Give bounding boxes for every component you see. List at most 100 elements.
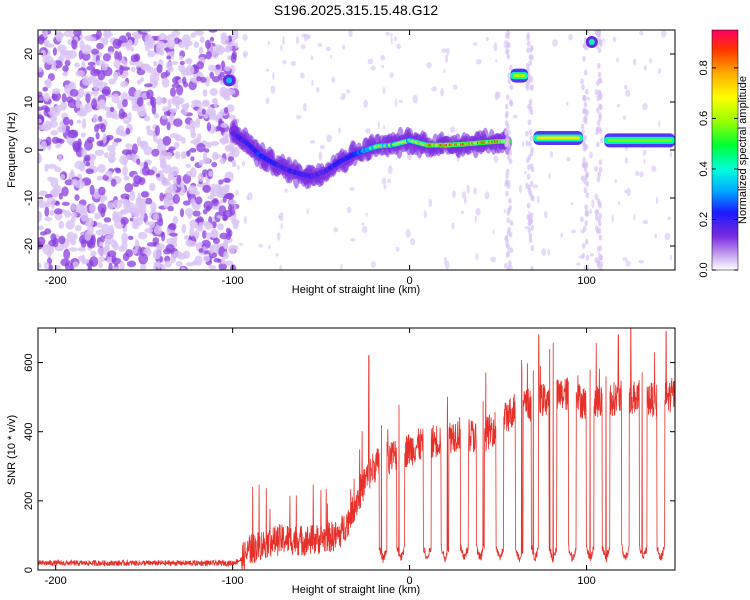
spectrogram-noise-blob: [220, 35, 230, 45]
spectrogram-streak: [598, 166, 603, 173]
spectrogram-noise-blob: [120, 216, 129, 225]
spectrogram-noise-blob: [86, 65, 95, 71]
spectrogram-noise-blob: [218, 262, 227, 270]
spectrogram-noise-blob: [339, 96, 346, 101]
spectrogram-noise-blob: [669, 152, 673, 158]
spectrogram-noise-blob: [235, 43, 239, 49]
spectrogram-noise-blob: [209, 71, 215, 79]
spectrogram-noise-blob: [625, 260, 631, 267]
spectrogram-noise-blob: [161, 181, 171, 186]
spectrogram-noise-blob: [111, 141, 119, 147]
spectrogram-noise-blob: [643, 64, 648, 71]
spectrogram-noise-blob: [654, 233, 658, 239]
spectrogram-noise-blob: [224, 106, 229, 114]
spectrogram-noise-blob: [113, 138, 123, 143]
spectrogram-noise-blob: [236, 164, 240, 170]
spectrogram-noise-blob: [40, 231, 47, 236]
spectrogram-noise-blob: [202, 220, 210, 227]
spectrogram-streak: [596, 95, 600, 101]
spectrogram-streak: [581, 242, 586, 249]
spectrogram-streak: [583, 69, 588, 76]
spectrogram-noise-blob: [101, 223, 110, 235]
spectrogram-noise-blob: [614, 179, 618, 183]
spectrogram-noise-blob: [326, 134, 333, 143]
spectrogram-noise-blob: [658, 120, 661, 128]
spectrogram-noise-blob: [442, 69, 446, 73]
spectrogram-noise-blob: [233, 84, 239, 90]
spectrogram-noise-blob: [164, 260, 172, 268]
spectrogram-noise-blob: [201, 100, 211, 108]
colorbar-gradient: [712, 30, 738, 270]
spectrogram-noise-blob: [365, 128, 371, 134]
spectrogram-noise-blob: [493, 155, 499, 163]
spectrogram-noise-blob: [209, 88, 218, 96]
spectrogram-streak: [527, 227, 532, 234]
spectrogram-noise-blob: [340, 263, 343, 270]
spectrogram-noise-blob: [232, 30, 239, 40]
spectrogram-noise-blob: [144, 221, 151, 226]
spectrogram-streak: [581, 252, 585, 259]
spectrogram-noise-blob: [102, 133, 107, 144]
spectrogram-noise-blob: [208, 64, 217, 72]
spectrogram-noise-blob: [338, 127, 341, 134]
spectrogram-noise-blob: [144, 197, 153, 205]
spectrogram-noise-blob: [215, 45, 225, 55]
spectrogram-noise-blob: [381, 64, 385, 69]
y-tick-label: 0: [23, 567, 35, 573]
spectrogram-noise-blob: [96, 140, 104, 147]
colorbar: 0.0 0.2 0.4 0.6 0.8 Normalized spectral ampl…: [698, 29, 749, 278]
spectrogram-noise-blob: [625, 89, 631, 98]
spectrogram-noise-blob: [156, 138, 165, 145]
spectrogram-noise-blob: [64, 59, 71, 67]
spectrogram-noise-blob: [225, 192, 235, 200]
spectrogram-noise-blob: [143, 161, 148, 169]
spectrogram-noise-blob: [39, 196, 43, 204]
spectrogram-noise-blob: [63, 248, 71, 260]
spectrogram-noise-blob: [96, 42, 104, 50]
spectrogram-streak: [598, 245, 603, 252]
spectrogram-noise-blob: [102, 106, 111, 111]
spectrogram-noise-blob: [176, 174, 182, 185]
spectrogram-noise-blob: [238, 242, 244, 246]
spectrogram-noise-blob: [96, 30, 102, 40]
spectrogram-noise-blob: [127, 235, 134, 240]
spectrogram-y-axis: -20 -10 0 10 20: [23, 48, 675, 254]
spectrogram-noise-blob: [275, 252, 279, 257]
spectrogram-streak: [596, 141, 600, 148]
spectrogram-noise-blob: [193, 230, 200, 239]
spectrogram-noise-blob: [67, 39, 72, 46]
spectrogram-noise-blob: [440, 88, 445, 97]
spectrogram-noise-blob: [76, 110, 87, 117]
spectrogram-noise-blob: [141, 141, 149, 149]
spectrogram-noise-blob: [278, 212, 284, 221]
spectrogram-noise-blob: [134, 217, 143, 226]
spectrogram-noise-blob: [219, 157, 226, 165]
spectrogram-noise-blob: [195, 196, 203, 205]
spectrogram-noise-blob: [272, 72, 275, 81]
spectrogram-streak: [597, 171, 601, 178]
spectrogram-streak: [598, 220, 602, 227]
spectrogram-noise-blob: [222, 210, 233, 218]
spectrogram-noise-blob: [387, 165, 393, 175]
spectrogram-noise-blob: [566, 101, 569, 106]
spectrogram-noise-blob: [349, 186, 355, 191]
spectrogram-noise-blob: [84, 103, 90, 110]
spectrogram-noise-blob: [310, 55, 314, 61]
spectrogram-noise-blob: [412, 94, 418, 104]
spectrogram-noise-blob: [167, 98, 172, 109]
spectrogram-noise-blob: [89, 256, 99, 267]
spectrogram-noise-blob: [61, 93, 67, 103]
spectrogram-noise-blob: [112, 211, 119, 220]
spectrogram-marks: [38, 30, 675, 270]
spectrogram-noise-blob: [185, 239, 193, 247]
spectrogram-noise-blob: [189, 226, 195, 237]
spectrogram-noise-blob: [55, 143, 61, 149]
spectrogram-noise-blob: [365, 212, 368, 217]
spectrogram-noise-blob: [151, 148, 160, 157]
spectrogram-noise-blob: [190, 198, 196, 206]
spectrogram-noise-blob: [493, 42, 498, 52]
spectrogram-noise-blob: [217, 187, 226, 197]
spectrogram-noise-blob: [81, 118, 87, 129]
spectrogram-noise-blob: [78, 87, 84, 98]
spectrogram-x-axis: -200 -100 0 100: [45, 30, 596, 287]
